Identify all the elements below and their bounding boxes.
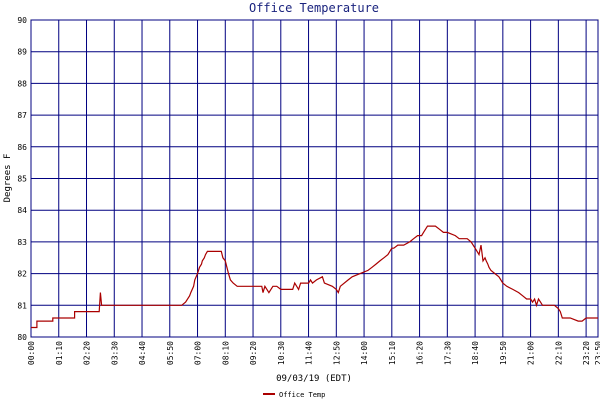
y-tick-label: 87	[17, 111, 27, 120]
x-tick-label: 00:00	[27, 341, 36, 365]
y-tick-label: 89	[17, 48, 27, 57]
x-tick-label: 04:40	[138, 341, 147, 365]
x-tick-label: 17:30	[443, 341, 452, 365]
x-tick-label: 02:20	[83, 341, 92, 365]
y-axis-ticks: 80 81 82 83 84 85 86 87 88 89 90	[17, 16, 27, 342]
x-axis-ticks: 00:00 01:10 02:20 03:30 04:40 05:50 07:00 08:10…	[27, 341, 600, 365]
x-tick-label: 11:40	[305, 341, 314, 365]
x-tick-label: 18:40	[471, 341, 480, 365]
x-axis-label: 09/03/19 (EDT)	[276, 374, 352, 384]
y-tick-label: 85	[17, 175, 27, 184]
y-tick-label: 83	[17, 238, 27, 247]
x-tick-label: 21:00	[527, 341, 536, 365]
x-tick-label: 19:50	[499, 341, 508, 365]
x-tick-label: 05:50	[166, 341, 175, 365]
y-tick-label: 81	[17, 301, 27, 310]
legend: Office Temp	[263, 391, 325, 399]
x-tick-label: 23:50	[594, 341, 600, 365]
x-tick-label: 10:30	[277, 341, 286, 365]
grid-lines	[30, 19, 599, 338]
x-tick-label: 03:30	[110, 341, 119, 365]
x-tick-label: 01:10	[55, 341, 64, 365]
y-tick-label: 82	[17, 270, 27, 279]
x-tick-label: 14:00	[360, 341, 369, 365]
y-tick-label: 80	[17, 333, 27, 342]
chart-title: Office Temperature	[249, 1, 379, 15]
series-layer	[31, 225, 598, 329]
x-tick-label: 08:10	[221, 341, 230, 365]
y-tick-label: 86	[17, 143, 27, 152]
x-tick-label: 09:20	[249, 341, 258, 365]
x-tick-label: 16:20	[416, 341, 425, 365]
y-tick-label: 88	[17, 79, 27, 88]
x-tick-label: 23:20	[582, 341, 591, 365]
series-line-office-temp	[31, 225, 598, 329]
x-tick-label: 15:10	[388, 341, 397, 365]
x-tick-label: 07:00	[194, 341, 203, 365]
y-tick-label: 84	[17, 206, 27, 215]
x-tick-label: 22:10	[554, 341, 563, 365]
y-axis-label: Degrees F	[3, 154, 13, 203]
y-tick-label: 90	[17, 16, 27, 25]
x-tick-label: 12:50	[332, 341, 341, 365]
legend-label: Office Temp	[279, 391, 325, 399]
